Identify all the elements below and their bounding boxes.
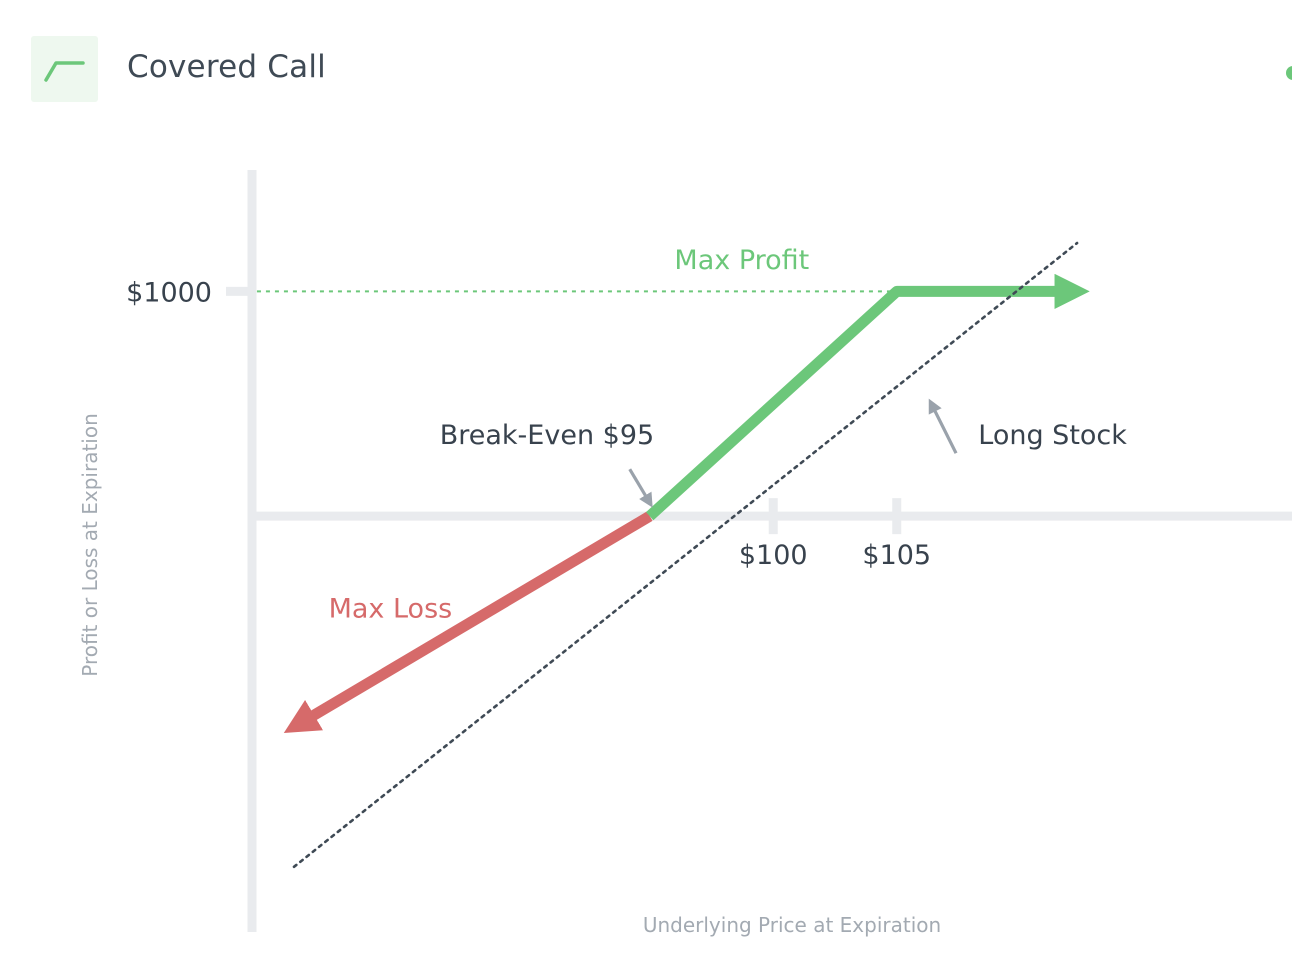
strategy-icon-badge xyxy=(31,36,98,102)
max-loss-annotation: Max Loss xyxy=(329,593,453,624)
covered-call-payoff-icon xyxy=(44,61,85,82)
x-axis-title: Underlying Price at Expiration xyxy=(643,913,941,937)
covered-call-loss-segment xyxy=(283,511,653,734)
y-axis-title: Profit or Loss at Expiration xyxy=(78,413,102,677)
lines-layer xyxy=(256,241,1090,869)
edge-indicator-dot xyxy=(1286,66,1292,80)
long-stock-series-line xyxy=(292,241,1079,869)
page-title: Covered Call xyxy=(127,49,326,85)
long-stock-pointer-arrow xyxy=(928,398,958,454)
long-stock-annotation: Long Stock xyxy=(978,420,1127,451)
axes-layer xyxy=(226,170,1292,932)
covered-call-profit-segment xyxy=(646,273,1090,521)
max-profit-annotation: Max Profit xyxy=(674,245,809,276)
x-tick-label: $105 xyxy=(862,540,931,571)
break-even-95-pointer-arrow xyxy=(628,468,653,508)
x-tick-label: $100 xyxy=(739,540,808,571)
y-tick-label: $1000 xyxy=(126,277,212,308)
labels-layer: $100 $105 $1000 Max Profit Max Loss Break-Eve… xyxy=(78,245,1127,937)
break-even-95-annotation: Break-Even $95 xyxy=(440,420,654,451)
